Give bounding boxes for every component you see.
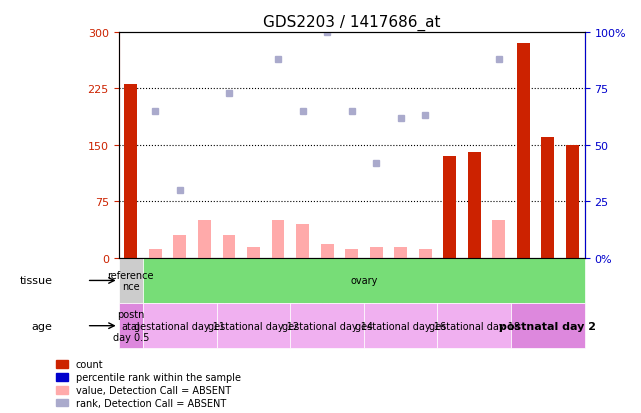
Bar xyxy=(174,236,187,258)
Bar xyxy=(419,249,431,258)
Bar xyxy=(492,221,505,258)
FancyBboxPatch shape xyxy=(217,303,290,349)
FancyBboxPatch shape xyxy=(290,303,364,349)
Text: gestational day 14: gestational day 14 xyxy=(281,321,372,331)
Bar xyxy=(517,44,529,258)
FancyBboxPatch shape xyxy=(143,258,585,303)
Bar xyxy=(149,249,162,258)
Text: gestational day 16: gestational day 16 xyxy=(355,321,446,331)
Bar xyxy=(198,221,211,258)
FancyBboxPatch shape xyxy=(143,303,217,349)
Bar xyxy=(370,247,383,258)
FancyBboxPatch shape xyxy=(119,303,143,349)
Title: GDS2203 / 1417686_at: GDS2203 / 1417686_at xyxy=(263,15,440,31)
FancyBboxPatch shape xyxy=(437,303,511,349)
Text: gestational day 11: gestational day 11 xyxy=(135,321,226,331)
Bar xyxy=(124,85,137,258)
FancyBboxPatch shape xyxy=(364,303,437,349)
Text: ovary: ovary xyxy=(350,276,378,286)
FancyBboxPatch shape xyxy=(511,303,585,349)
Text: tissue: tissue xyxy=(19,276,53,286)
FancyBboxPatch shape xyxy=(119,258,143,303)
Bar xyxy=(468,153,481,258)
Bar xyxy=(320,244,333,258)
Text: age: age xyxy=(31,321,53,331)
Legend: count, percentile rank within the sample, value, Detection Call = ABSENT, rank, : count, percentile rank within the sample… xyxy=(56,360,240,408)
Bar xyxy=(247,247,260,258)
Text: gestational day 18: gestational day 18 xyxy=(429,321,520,331)
Bar xyxy=(394,247,407,258)
Bar xyxy=(566,145,579,258)
Text: postn
atal
day 0.5: postn atal day 0.5 xyxy=(113,309,149,342)
Text: reference
nce: reference nce xyxy=(108,270,154,292)
Text: gestational day 12: gestational day 12 xyxy=(208,321,299,331)
Bar xyxy=(542,138,554,258)
Bar xyxy=(222,236,235,258)
Bar xyxy=(444,157,456,258)
Bar xyxy=(296,224,309,258)
Bar xyxy=(272,221,285,258)
Bar xyxy=(345,249,358,258)
Text: postnatal day 2: postnatal day 2 xyxy=(499,321,596,331)
